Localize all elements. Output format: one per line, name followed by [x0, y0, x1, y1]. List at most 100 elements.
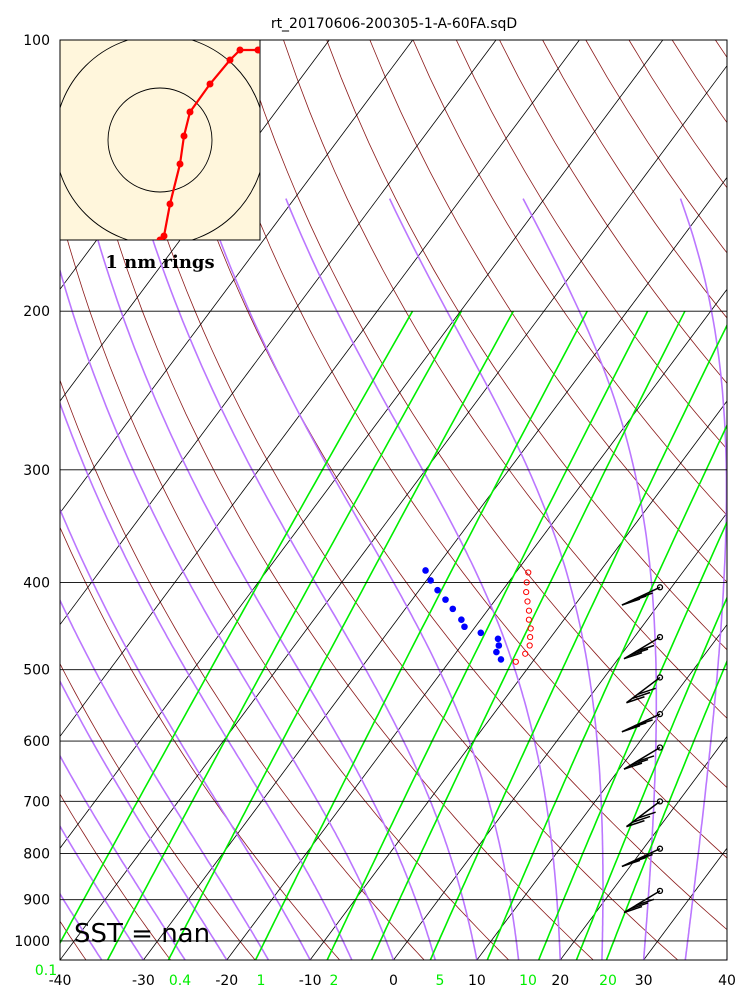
- pressure-tick-label: 600: [23, 734, 50, 750]
- mixing-ratio-line: [167, 310, 515, 960]
- hodograph-point: [236, 46, 244, 54]
- dewpoint-point: [427, 577, 434, 584]
- isotherm: [393, 512, 727, 960]
- moist-adiabat: [679, 198, 727, 960]
- temperature-point: [525, 569, 532, 576]
- dewpoint-point: [434, 586, 441, 594]
- dewpoint-point: [458, 616, 465, 623]
- isotherm: [143, 176, 727, 960]
- temperature-tick-label: 10: [468, 973, 486, 989]
- dry-adiabat: [542, 40, 727, 319]
- temperature-point: [525, 616, 533, 623]
- temperature-tick-label: -30: [132, 973, 155, 989]
- isotherm: [643, 847, 727, 960]
- hodograph-background: [59, 39, 261, 241]
- dry-adiabat: [412, 40, 727, 516]
- wind-barb: [621, 845, 664, 868]
- pressure-tick-label: 800: [23, 847, 50, 863]
- chart-grid: [60, 40, 727, 960]
- temperature-point: [524, 598, 531, 605]
- pressure-tick-label: 900: [23, 893, 50, 909]
- isotherm: [60, 40, 497, 626]
- dry-adiabat: [60, 211, 509, 960]
- dry-adiabat: [60, 793, 171, 960]
- wind-barb: [621, 584, 664, 606]
- pressure-tick-label: 1000: [14, 934, 50, 950]
- dry-adiabat: [196, 40, 727, 859]
- dry-adiabat: [715, 40, 727, 59]
- dry-adiabat: [110, 40, 679, 960]
- isotherm: [60, 40, 664, 849]
- dry-adiabat: [326, 40, 727, 651]
- hodograph-point: [254, 46, 260, 54]
- profiles: [422, 567, 534, 665]
- pressure-tick-label: 400: [23, 575, 50, 591]
- mixing-ratio-line: [370, 310, 686, 960]
- mixing-ratio-line: [486, 423, 727, 960]
- hodograph-point: [176, 160, 184, 168]
- isotherm: [60, 40, 414, 514]
- isotherm: [309, 400, 727, 960]
- mixing-ratio-line: [106, 310, 462, 960]
- dewpoint-point: [494, 635, 502, 643]
- hodograph-point: [180, 132, 188, 140]
- hodograph-point: [226, 56, 234, 64]
- dry-adiabat: [60, 662, 256, 960]
- dry-adiabat: [60, 526, 340, 960]
- dewpoint-point: [477, 629, 485, 637]
- sst-label: SST = nan: [74, 919, 210, 949]
- hodograph-trace: [159, 48, 258, 240]
- moist-adiabat: [60, 892, 103, 960]
- mixing-ratio-line: [429, 323, 727, 960]
- moist-adiabat: [388, 198, 604, 960]
- wind-barb: [626, 798, 664, 828]
- temperature-tick-label: 20: [551, 973, 569, 989]
- hodograph-inset: [59, 39, 261, 241]
- dry-adiabat: [283, 40, 727, 719]
- temperature-tick-label: -10: [299, 973, 322, 989]
- dry-adiabat: [455, 40, 727, 450]
- mixing-ratio-line: [537, 520, 727, 960]
- isotherm: [226, 288, 727, 960]
- temperature-point: [523, 588, 530, 596]
- pressure-tick-label: 500: [23, 663, 50, 679]
- pressure-tick-label: 300: [23, 463, 50, 479]
- moist-adiabat: [203, 198, 520, 960]
- mixing-ratio-label: 2: [330, 973, 339, 989]
- mixing-ratio-line: [254, 310, 588, 960]
- dewpoint-point: [461, 623, 468, 631]
- mixing-ratio-label: 1: [257, 973, 266, 989]
- mixing-ratio-line: [605, 659, 727, 960]
- temperature-tick-label: -40: [49, 973, 72, 989]
- mixing-ratio-line: [575, 595, 727, 960]
- dry-adiabat: [585, 40, 727, 254]
- wind-barb: [623, 744, 664, 770]
- mixing-ratio-label: 10: [519, 973, 537, 989]
- isotherm: [60, 40, 580, 738]
- hodograph-point: [166, 200, 174, 208]
- temperature-point: [523, 579, 530, 586]
- hodograph-point: [186, 108, 194, 116]
- pressure-tick-label: 700: [23, 794, 50, 810]
- isotherm: [559, 735, 727, 960]
- dry-adiabat: [671, 40, 727, 124]
- dry-adiabat: [628, 40, 727, 189]
- mixing-ratio-line: [326, 310, 649, 960]
- temperature-point: [512, 658, 519, 665]
- temperature-point: [522, 650, 529, 657]
- wind-barb: [626, 674, 664, 704]
- wind-barbs: [621, 584, 664, 914]
- hodograph-point: [206, 80, 214, 88]
- temperature-point: [526, 642, 533, 649]
- hodograph-ring: [107, 87, 213, 193]
- dry-adiabat: [67, 40, 594, 960]
- wind-barb: [623, 887, 664, 914]
- dewpoint-point: [497, 656, 505, 663]
- moist-adiabat: [285, 198, 562, 960]
- hodograph-label: 1 nm rings: [105, 252, 214, 273]
- dewpoint-point: [493, 648, 500, 656]
- pressure-tick-label: 100: [23, 33, 50, 49]
- dewpoint-point: [442, 596, 449, 603]
